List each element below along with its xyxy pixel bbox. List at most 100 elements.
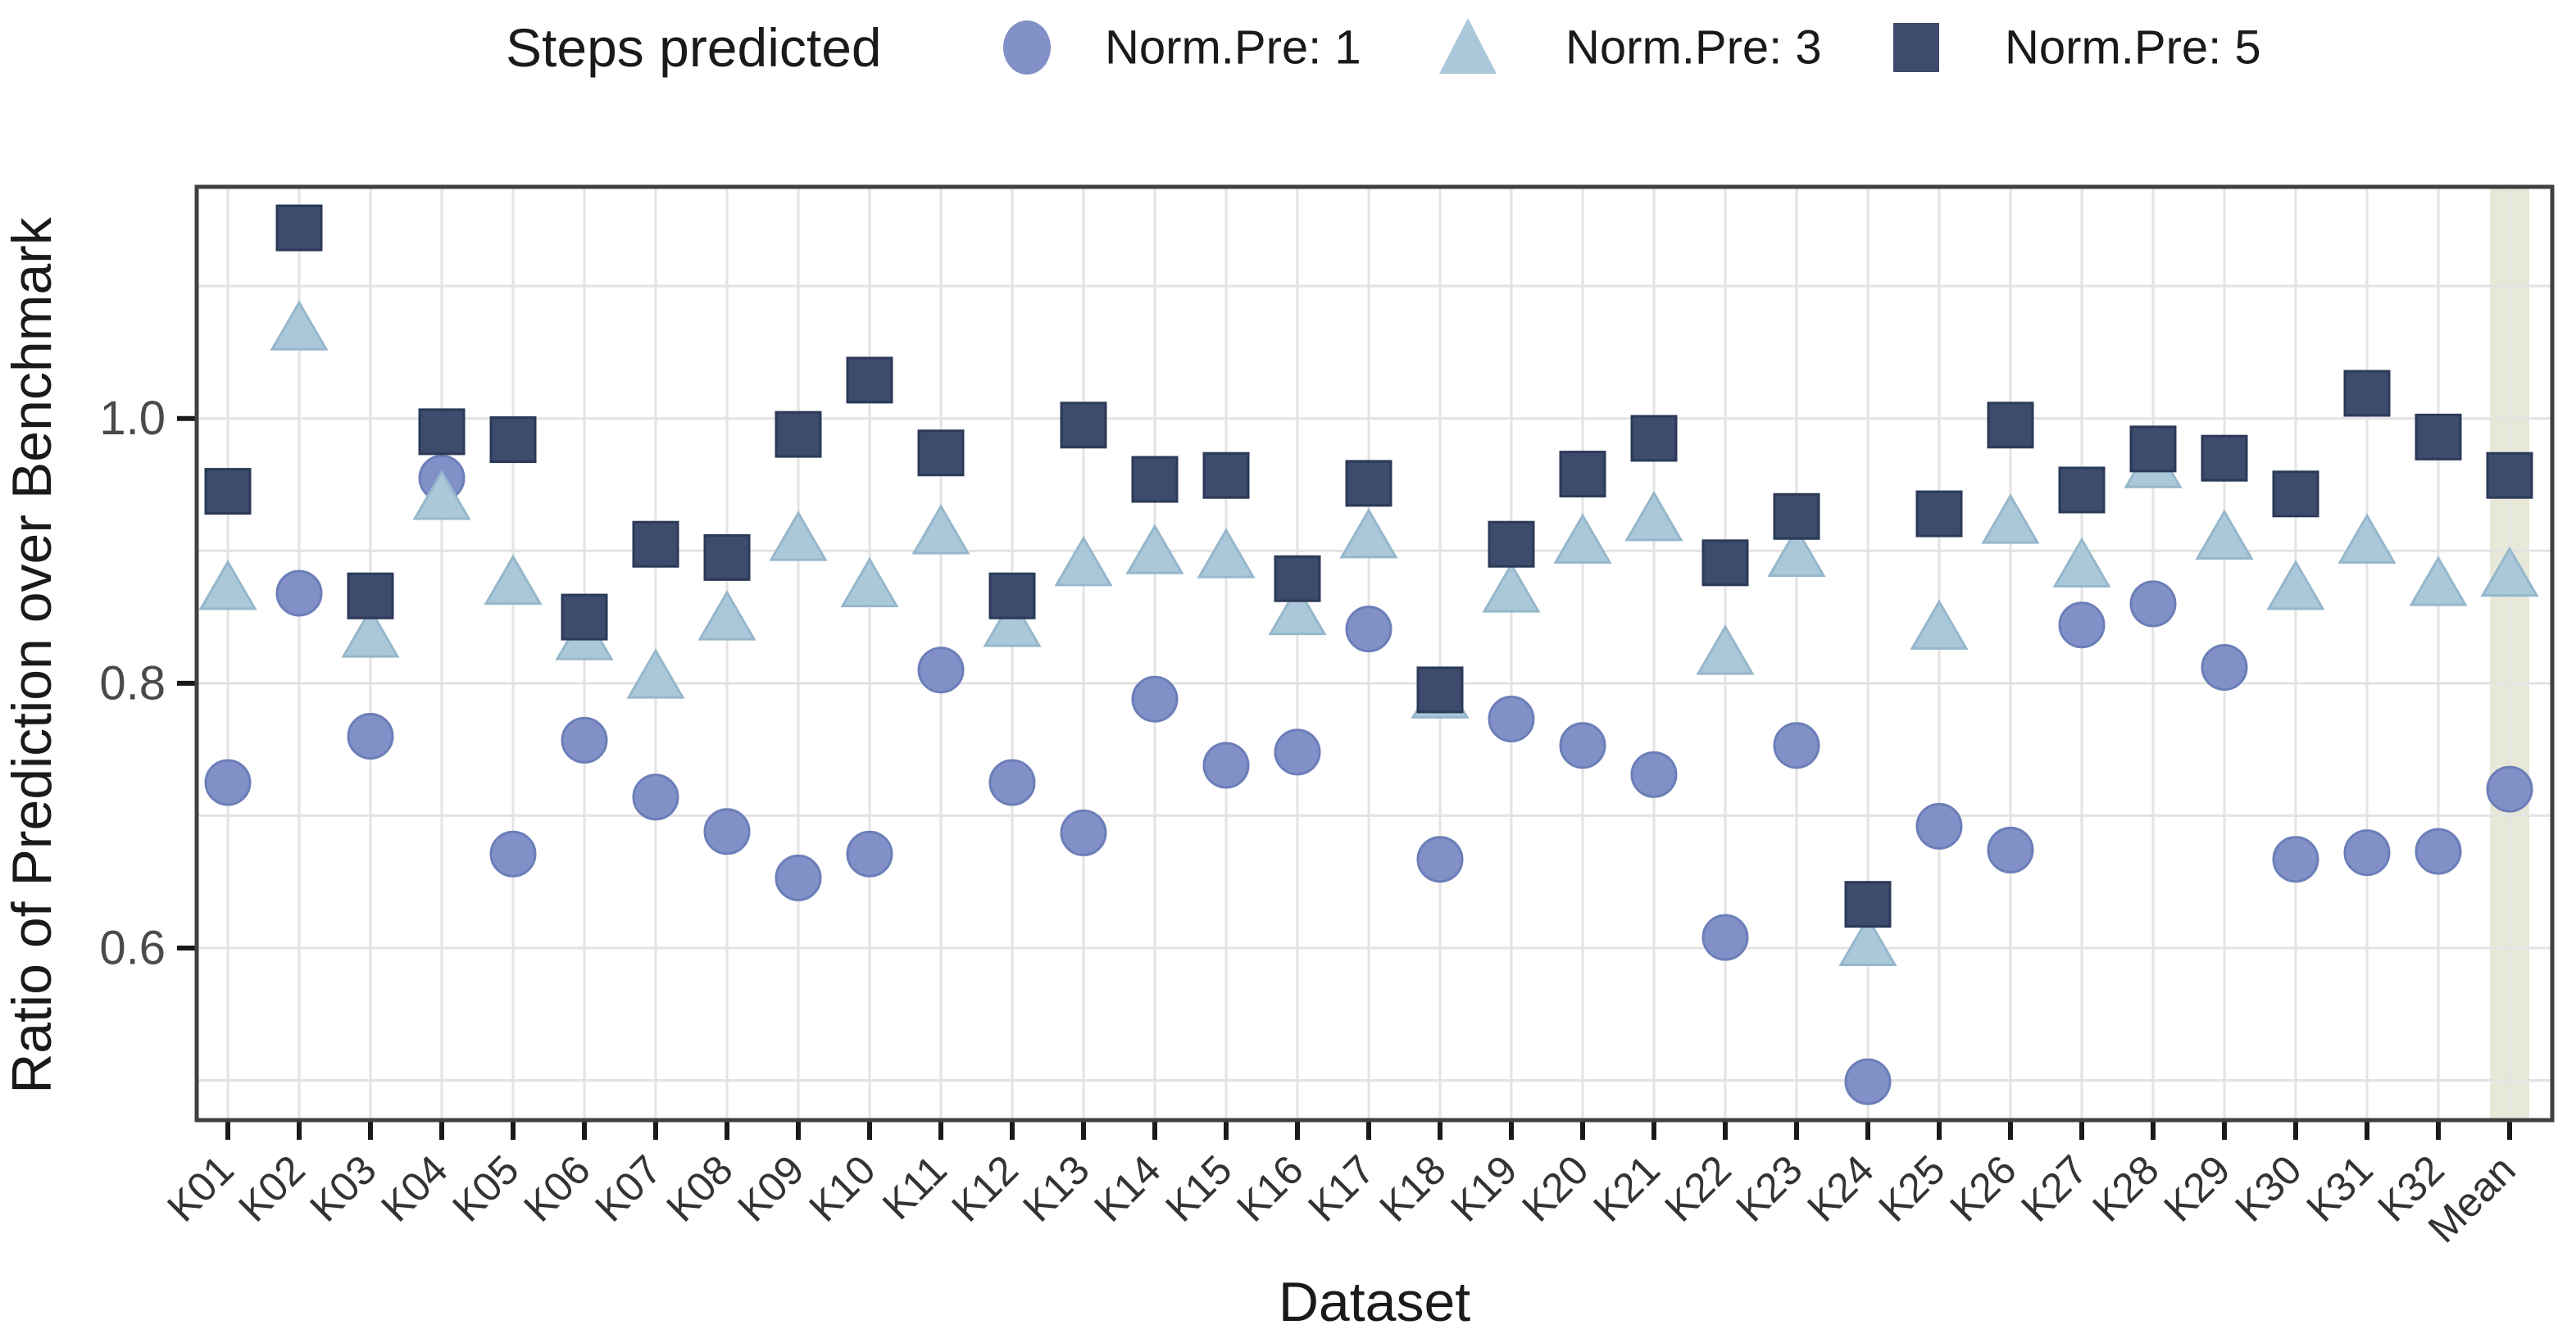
circle-marker-K14 — [1131, 675, 1179, 723]
x-tick-label: K25 — [1870, 1146, 1954, 1231]
circle-marker-K09 — [775, 854, 822, 901]
square-marker-K17 — [1345, 460, 1392, 507]
legend-item-label: Norm.Pre: 1 — [1105, 21, 1361, 75]
triangle-marker-K31 — [2337, 513, 2397, 564]
triangle-marker-K04 — [412, 470, 471, 520]
square-marker-K23 — [1773, 492, 1820, 540]
square-marker-K12 — [988, 572, 1036, 619]
y-axis-title: Ratio of Prediction over Benchmark — [1, 216, 63, 1094]
triangle-marker-K16 — [1268, 584, 1327, 636]
circle-marker-K18 — [1416, 836, 1464, 883]
y-tick-label: 0.8 — [99, 656, 166, 710]
square-marker-K22 — [1701, 539, 1749, 587]
x-tick-label: K09 — [729, 1146, 813, 1231]
x-tick-label: K12 — [943, 1146, 1027, 1231]
circle-marker-K19 — [1488, 695, 1535, 742]
square-marker-K32 — [2415, 413, 2462, 461]
x-tick-label: K10 — [800, 1146, 884, 1231]
x-tick-label: K04 — [372, 1146, 457, 1231]
circle-marker-K10 — [846, 830, 893, 878]
square-marker-K30 — [2272, 470, 2319, 518]
triangle-marker-K27 — [2052, 537, 2111, 588]
square-marker-K04 — [418, 408, 466, 456]
triangle-marker-K23 — [1767, 526, 1826, 578]
triangle-marker-K21 — [1624, 490, 1683, 542]
x-tick-label: K15 — [1156, 1146, 1241, 1231]
x-tick-label: K31 — [2297, 1146, 2382, 1231]
square-marker-K27 — [2058, 466, 2106, 514]
square-marker-K05 — [489, 416, 537, 464]
square-marker-K25 — [1915, 490, 1963, 538]
square-marker-K08 — [703, 533, 751, 581]
legend-square-icon — [1893, 23, 1939, 72]
x-tick-label: K20 — [1513, 1146, 1597, 1231]
grid-layer — [197, 187, 2552, 1120]
circle-marker-K23 — [1773, 722, 1820, 769]
square-marker-K06 — [561, 593, 608, 641]
square-marker-K28 — [2129, 425, 2177, 473]
x-tick-label: K16 — [1228, 1146, 1312, 1231]
x-tick-label: K03 — [301, 1146, 385, 1231]
triangle-marker-K05 — [484, 554, 543, 605]
square-marker-K02 — [275, 204, 323, 252]
legend-item-label: Norm.Pre: 5 — [2005, 21, 2261, 75]
triangle-marker-K12 — [983, 597, 1042, 647]
x-tick-label: K02 — [229, 1146, 314, 1231]
legend-square-item-spacer: Norm.Pre: 3 — [1565, 21, 1822, 75]
circle-marker-K28 — [2129, 580, 2177, 628]
circle-marker-K31 — [2343, 829, 2391, 877]
square-marker-K01 — [204, 468, 252, 515]
triangle-marker-K13 — [1054, 535, 1113, 587]
axis-layer: 0.60.81.0K01K02K03K04K05K06K07K08K09K10K… — [99, 392, 2524, 1251]
triangle-marker-K19 — [1482, 562, 1541, 613]
square-marker-K09 — [775, 411, 822, 458]
circle-marker-K25 — [1915, 802, 1963, 850]
triangle-marker-K03 — [341, 607, 400, 658]
x-tick-label: K23 — [1727, 1146, 1811, 1231]
plot-panel-border — [194, 184, 2555, 1123]
x-tick-label: K26 — [1941, 1146, 2025, 1231]
x-tick-label: K28 — [2083, 1146, 2168, 1231]
triangle-marker-K29 — [2195, 509, 2254, 560]
square-marker-K15 — [1202, 451, 1250, 499]
triangle-marker-K08 — [697, 590, 756, 641]
triangle-marker-K14 — [1125, 524, 1184, 574]
x-tick-label: K29 — [2155, 1146, 2239, 1231]
x-tick-label: K24 — [1798, 1146, 1883, 1231]
square-marker-K10 — [846, 356, 893, 404]
square-marker-K24 — [1844, 881, 1892, 928]
triangle-marker-K30 — [2266, 559, 2325, 610]
y-tick-label: 0.6 — [99, 921, 166, 974]
circle-marker-K17 — [1345, 606, 1392, 653]
x-tick-label: K13 — [1014, 1146, 1098, 1231]
x-axis-title: Dataset — [1279, 1271, 1470, 1333]
circle-marker-K16 — [1274, 728, 1321, 776]
legend-triangle-icon — [1439, 18, 1497, 74]
circle-marker-K22 — [1701, 914, 1749, 961]
circle-marker-K06 — [561, 716, 608, 764]
circle-marker-K02 — [275, 569, 323, 617]
x-tick-label: K07 — [586, 1146, 670, 1231]
circle-marker-K13 — [1060, 809, 1107, 856]
triangle-marker-K32 — [2409, 556, 2468, 606]
square-marker-K26 — [1987, 402, 2034, 449]
x-tick-label: K01 — [158, 1146, 243, 1231]
triangle-marker-K17 — [1339, 507, 1398, 559]
square-marker-K21 — [1630, 415, 1678, 462]
square-marker-K14 — [1131, 456, 1179, 503]
x-tick-label: K27 — [2012, 1146, 2097, 1231]
square-marker-K16 — [1274, 555, 1321, 602]
square-marker-K19 — [1488, 520, 1535, 568]
triangle-marker-K02 — [270, 300, 329, 351]
legend: Steps predicted Norm.Pre: 1 Norm.Pre: 3 … — [506, 17, 2261, 78]
x-tick-label: K08 — [657, 1146, 742, 1231]
triangle-marker-K09 — [769, 510, 828, 561]
square-marker-K13 — [1060, 402, 1107, 449]
x-tick-label: K21 — [1584, 1146, 1669, 1231]
circle-marker-K32 — [2415, 828, 2462, 875]
x-tick-label: K17 — [1299, 1146, 1383, 1231]
square-marker-K03 — [347, 572, 394, 619]
circle-marker-K29 — [2201, 643, 2248, 691]
circle-marker-K24 — [1844, 1058, 1892, 1105]
